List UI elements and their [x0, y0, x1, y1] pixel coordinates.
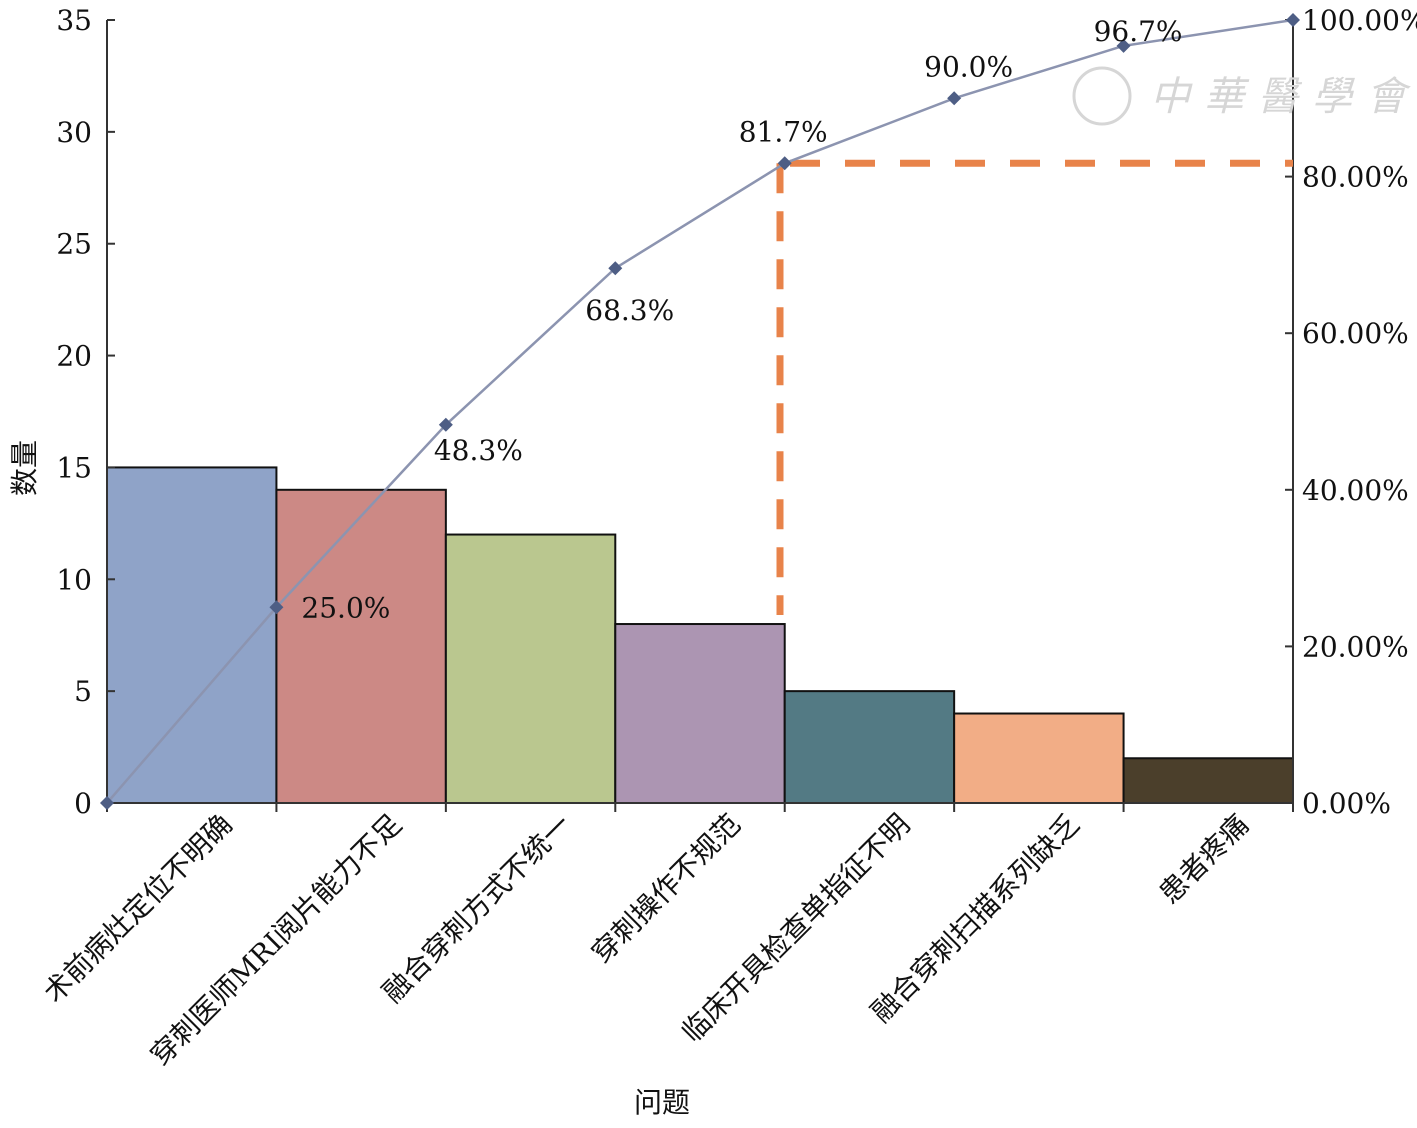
cumulative-marker [608, 261, 623, 276]
bar [106, 466, 278, 804]
x-axis-title: 问题 [634, 1086, 690, 1119]
cumulative-line [106, 18, 1294, 804]
cumulative-marker [269, 600, 284, 615]
cumulative-label: 25.0% [301, 591, 390, 624]
y2-tick-label: 80.00% [1302, 161, 1409, 194]
y-tick-label: 25 [56, 228, 92, 261]
x-tick-label: 术前病灶定位不明确 [37, 808, 239, 1010]
cumulative-marker [438, 417, 453, 432]
y-tick-label: 0 [74, 787, 92, 820]
cumulative-label: 90.0% [924, 50, 1013, 83]
y-tick-label: 10 [56, 563, 92, 596]
bar [953, 712, 1125, 804]
y2-tick-label: 100.00% [1302, 4, 1417, 37]
bar [444, 533, 617, 804]
watermark-seal-icon [1072, 66, 1132, 126]
cumulative-marker [777, 156, 792, 171]
y2-tick-label: 60.00% [1302, 317, 1409, 350]
x-tick-label: 融合穿刺方式不统一 [376, 808, 578, 1010]
bar [783, 690, 956, 805]
y2-tick-label: 0.00% [1302, 787, 1391, 820]
y-tick-label: 15 [56, 451, 92, 484]
y-tick-label: 30 [56, 116, 92, 149]
x-tick-label: 患者疼痛 [1153, 808, 1256, 911]
y2-tick-label: 20.00% [1302, 630, 1409, 663]
cumulative-marker [1116, 38, 1131, 53]
cumulative-label: 48.3% [434, 434, 523, 467]
y-tick-label: 20 [56, 340, 92, 373]
cumulative-label: 96.7% [1094, 15, 1183, 48]
x-tick-label: 穿刺操作不规范 [585, 808, 747, 970]
bar [275, 488, 447, 804]
bar [1122, 757, 1294, 804]
cumulative-marker [947, 91, 962, 106]
y-tick-label: 35 [56, 4, 92, 37]
y-axis-title: 数量 [8, 440, 41, 496]
y-tick-label: 5 [74, 675, 92, 708]
cumulative-label: 81.7% [739, 115, 828, 148]
cumulative-label: 68.3% [585, 294, 674, 327]
watermark: 中華醫學會 [1150, 74, 1417, 120]
cumulative-marker [1286, 13, 1300, 27]
cumulative-marker [100, 796, 114, 810]
y2-tick-label: 40.00% [1302, 474, 1409, 507]
bar [614, 623, 786, 804]
